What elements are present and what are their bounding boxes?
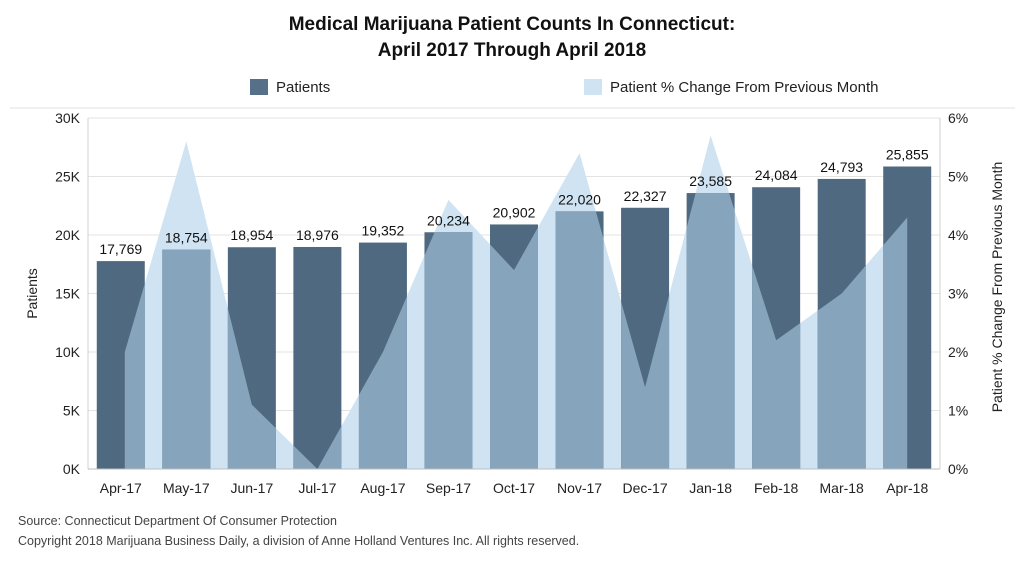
y-axis-title-left: Patients	[24, 268, 40, 319]
bar-overlap-sep-17	[424, 232, 473, 469]
x-tick-label: Aug-17	[360, 480, 405, 496]
y-tick-label-right: 6%	[948, 110, 968, 126]
y-tick-label-left: 10K	[55, 344, 81, 360]
bar-jul-17	[293, 246, 342, 469]
y-tick-label-left: 0K	[63, 461, 81, 477]
y-tick-label-left: 25K	[55, 169, 81, 185]
chart-title: Medical Marijuana Patient Counts In Conn…	[0, 12, 1024, 64]
data-label: 22,020	[558, 191, 601, 207]
x-tick-label: Jun-17	[230, 480, 273, 496]
legend-swatch-pct-change	[584, 79, 602, 95]
data-label: 24,084	[755, 167, 798, 183]
copyright-note: Copyright 2018 Marijuana Business Daily,…	[18, 534, 580, 548]
x-tick-label: Apr-18	[886, 480, 928, 496]
y-tick-label-left: 5K	[63, 403, 81, 419]
data-label: 18,754	[165, 230, 208, 246]
y-tick-label-right: 2%	[948, 344, 968, 360]
x-tick-label: Feb-18	[754, 480, 799, 496]
bar-overlap-may-17	[162, 249, 211, 469]
chart-title-line-2: April 2017 Through April 2018	[377, 40, 647, 61]
data-label: 23,585	[689, 173, 732, 189]
y-tick-label-left: 30K	[55, 110, 81, 126]
x-tick-label: Oct-17	[493, 480, 535, 496]
y-tick-label-right: 3%	[948, 286, 968, 302]
data-label: 17,769	[99, 241, 142, 257]
x-tick-label: Mar-18	[820, 480, 865, 496]
data-label: 22,327	[624, 188, 667, 204]
data-label: 20,234	[427, 212, 470, 228]
legend-label-pct-change: Patient % Change From Previous Month	[610, 78, 879, 96]
data-label: 18,954	[230, 227, 273, 243]
legend-item-patients: Patients	[250, 76, 330, 98]
y-tick-label-left: 15K	[55, 286, 81, 302]
bar-overlap-nov-17	[555, 211, 604, 469]
y-tick-label-right: 0%	[948, 461, 968, 477]
footer: Source: Connecticut Department Of Consum…	[18, 511, 579, 551]
y-tick-label-right: 1%	[948, 403, 968, 419]
x-tick-label: Jul-17	[298, 480, 336, 496]
chart-title-line-1: Medical Marijuana Patient Counts In Conn…	[288, 14, 736, 35]
legend-item-pct-change: Patient % Change From Previous Month	[584, 76, 878, 98]
x-tick-label: Sep-17	[426, 480, 471, 496]
x-tick-label: Dec-17	[623, 480, 668, 496]
legend-label-patients: Patients	[276, 78, 331, 96]
data-label: 18,976	[296, 227, 339, 243]
bar-overlap-jan-18	[686, 193, 735, 470]
y-tick-label-right: 5%	[948, 169, 968, 185]
x-tick-label: Apr-17	[100, 480, 142, 496]
y-tick-label-left: 20K	[55, 227, 81, 243]
x-tick-label: Nov-17	[557, 480, 602, 496]
y-tick-label-right: 4%	[948, 227, 968, 243]
data-label: 25,855	[886, 146, 929, 162]
data-label: 19,352	[362, 223, 405, 239]
y-axis-title-right: Patient % Change From Previous Month	[989, 162, 1005, 413]
x-tick-label: Jan-18	[689, 480, 732, 496]
legend-swatch-patients	[250, 79, 268, 95]
x-tick-label: May-17	[163, 480, 210, 496]
data-label: 20,902	[493, 204, 536, 220]
data-label: 24,793	[820, 159, 863, 175]
source-note: Source: Connecticut Department Of Consum…	[18, 514, 337, 528]
